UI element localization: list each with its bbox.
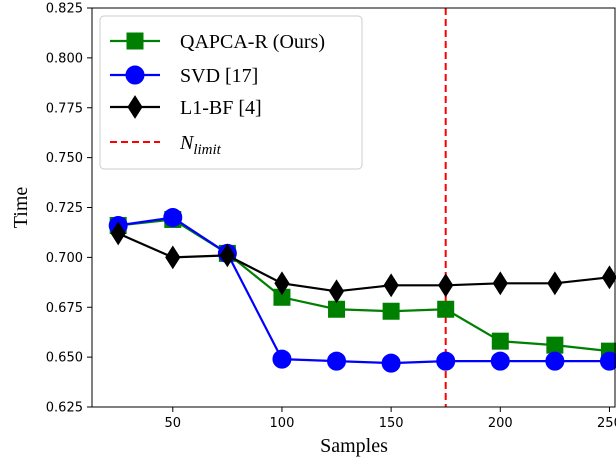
legend-label: QAPCA-R (Ours) [180,31,325,53]
data-point-2-9 [601,265,616,290]
x-axis-label: Samples [320,435,388,457]
legend-entry-0: QAPCA-R (Ours) [110,31,325,53]
legend-label: Nlimit [179,132,222,158]
chart-marks [108,8,616,407]
data-point-2-3 [274,271,290,296]
series-line-2 [117,232,610,293]
y-tick-label: 0.650 [46,351,83,366]
y-tick-label: 0.675 [46,301,83,316]
series-2 [110,221,616,304]
legend: QAPCA-R (Ours) SVD [17] L1-BF [4] Nlimit [99,15,363,170]
y-tick-label: 0.800 [46,51,83,66]
data-point-0-8 [546,336,564,354]
data-point-1-6 [436,351,456,371]
data-point-2-0 [110,221,126,246]
y-tick-label: 0.825 [46,2,83,17]
y-tick-label: 0.625 [46,401,83,416]
legend-entry-limit: Nlimit [110,132,222,158]
data-point-1-9 [599,351,616,371]
legend-entry-1: SVD [17] [110,65,258,87]
x-tick-label: 150 [379,416,404,431]
y-tick-label: 0.750 [46,151,83,166]
legend-marker [127,95,143,119]
data-point-2-6 [438,273,454,298]
data-point-1-4 [327,351,347,371]
data-point-2-2 [219,243,235,268]
data-point-1-3 [272,349,292,369]
y-axis-label: Time [10,187,32,229]
data-point-2-5 [383,273,399,298]
data-point-0-4 [328,300,346,318]
data-point-1-5 [381,353,401,373]
legend-entry-2: L1-BF [4] [110,95,262,119]
data-point-2-4 [328,279,345,304]
y-tick-label: 0.725 [46,201,83,216]
data-point-0-7 [491,332,509,350]
series-line-1 [118,216,610,365]
x-tick-label: 250 [597,416,616,431]
legend-label: L1-BF [4] [180,97,262,119]
x-tick-label: 100 [270,416,295,431]
legend-marker [125,65,145,85]
legend-label: SVD [17] [180,65,258,87]
y-tick-label: 0.775 [46,101,83,116]
data-point-1-8 [545,351,565,371]
series-line-0 [118,218,610,353]
data-point-0-5 [382,302,400,320]
legend-box [99,15,363,170]
axis-ticks: 50 100 150 200 250 0.625 0.650 0.675 0.700 0.725 0… [46,2,616,432]
x-tick-label: 200 [488,416,513,431]
x-tick-label: 50 [165,416,182,431]
data-point-1-1 [163,207,183,227]
data-point-0-6 [437,300,455,318]
data-point-2-7 [492,271,508,296]
data-point-2-8 [547,271,563,296]
y-tick-label: 0.700 [46,251,83,266]
data-point-2-1 [165,245,181,270]
legend-marker [126,32,144,50]
series-1 [108,207,616,373]
series-0 [109,210,616,360]
data-point-1-7 [490,351,510,371]
